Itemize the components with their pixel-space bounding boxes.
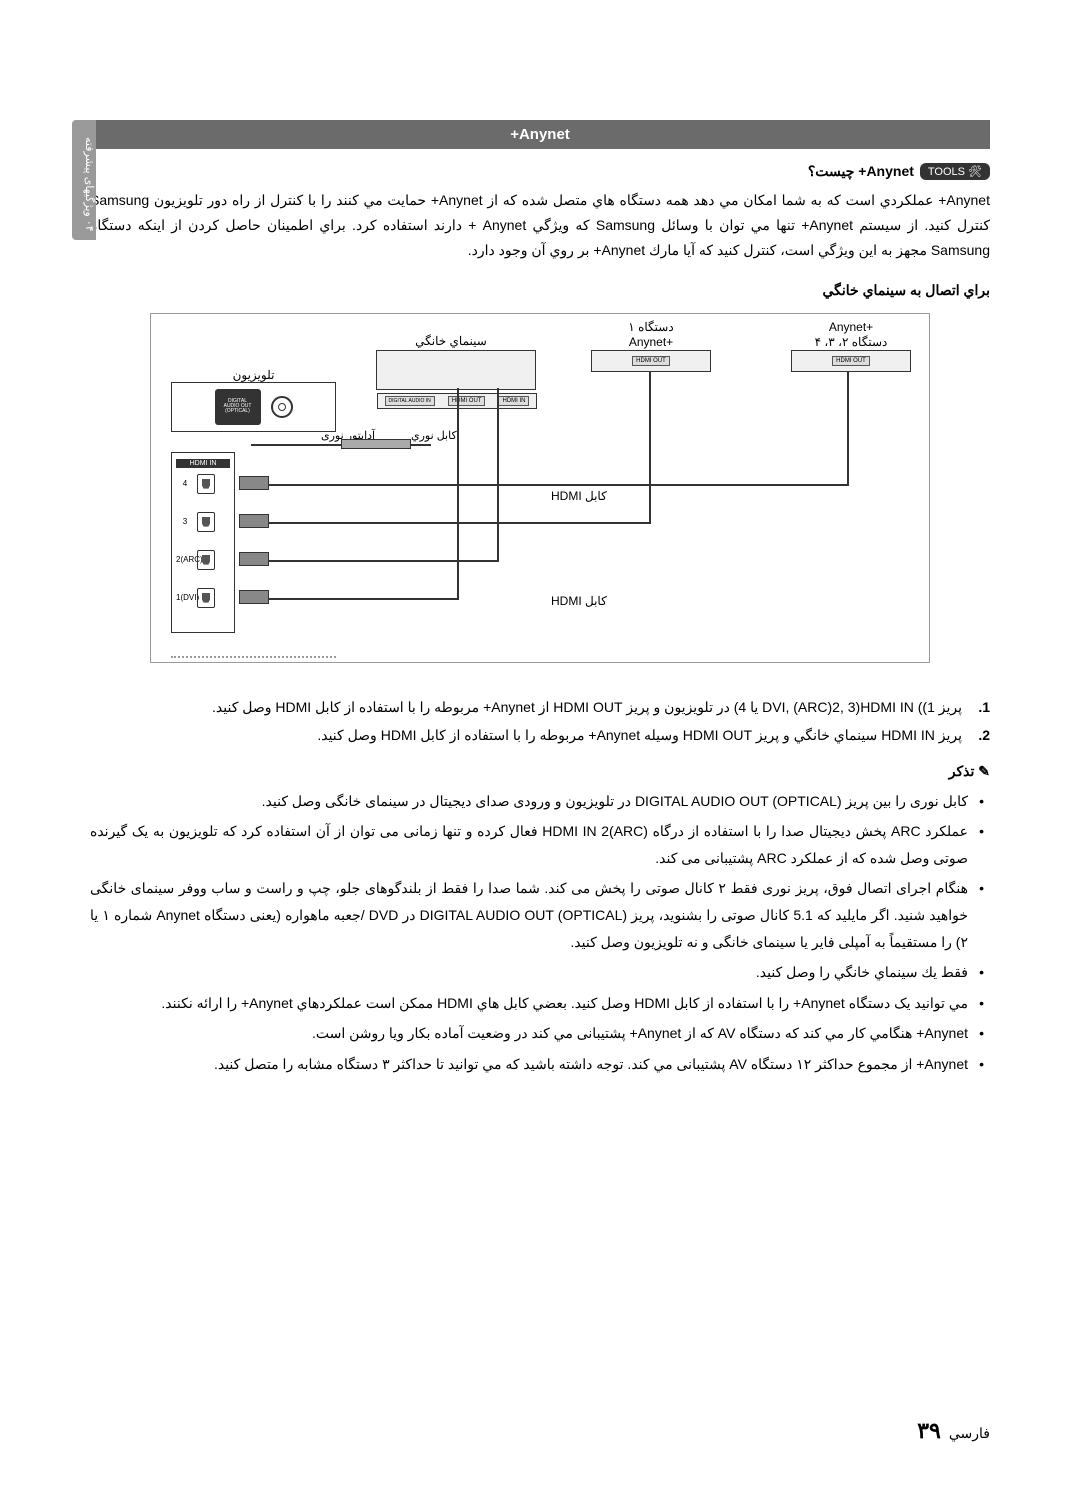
port-label: HDMI OUT xyxy=(832,356,870,366)
hdmi-slot: 1(DVI) xyxy=(176,588,230,608)
cable-line xyxy=(457,388,459,600)
hdmi-slot: 3 xyxy=(176,512,230,532)
hdmi-in-label: HDMI IN xyxy=(176,459,230,468)
note-item: Anynet+ از مجموع حداكثر ۱۲ دستگاه AV پشت… xyxy=(90,1051,990,1078)
cable-line xyxy=(847,372,849,486)
note-item: فقط يك سينماي خانگي را وصل كنيد. xyxy=(90,959,990,986)
connection-diagram: Anynet+دستگاه ۲، ۳، ۴ دستگاه ۱Anynet+ سي… xyxy=(150,313,930,663)
intro-text: Anynet+ عملكردي است كه به شما امكان مي د… xyxy=(90,188,990,264)
header-bar: Anynet+ xyxy=(90,120,990,149)
port-label: HDMI OUT xyxy=(448,396,486,406)
page-lang: فارسي xyxy=(949,1425,990,1442)
cable-line xyxy=(269,522,651,524)
steps-list: پریز HDMI IN ((1(DVI, (ARC)2, 3 يا 4) در… xyxy=(90,693,990,749)
note-list: كابل نوری را بين پريز (DIGITAL AUDIO OUT… xyxy=(90,788,990,1078)
hdmi-slot: 2(ARC) xyxy=(176,550,230,570)
hdmi-cable-label: كابل HDMI xyxy=(551,594,607,608)
port-label: HDMI OUT xyxy=(632,356,670,366)
hdmi-cable-label: كابل HDMI xyxy=(551,489,607,503)
optical-cable-label: كابل نوري xyxy=(411,429,457,442)
label-dev-1: دستگاه ۱Anynet+ xyxy=(591,320,711,351)
cable-line xyxy=(649,372,651,524)
hdmi-connector-icon xyxy=(239,476,269,490)
port-label: DIGITAL AUDIO IN xyxy=(385,396,435,406)
dotted-line xyxy=(171,656,336,658)
cable-line xyxy=(269,598,459,600)
note-heading: تذكر xyxy=(90,763,990,780)
port-label: HDMI IN xyxy=(498,396,529,406)
note-item: عملكرد ARC پخش ديجيتال صدا را با استفاده… xyxy=(90,818,990,871)
hdmi-connector-icon xyxy=(239,514,269,528)
note-item: مي توانيد يک دستگاه Anynet+ را با استفاد… xyxy=(90,990,990,1017)
round-port xyxy=(271,396,293,418)
note-item: هنگام اجرای اتصال فوق، پريز نوری فقط ۲ ك… xyxy=(90,875,990,955)
optical-port: DIGITALAUDIO OUT(OPTICAL) xyxy=(215,389,261,425)
label-home-theatre: سينماي خانگي xyxy=(391,334,511,350)
hdmi-connector-icon xyxy=(239,552,269,566)
subtitle: Anynet+ چیست؟ xyxy=(808,163,914,180)
step-item: پریز HDMI IN ((1(DVI, (ARC)2, 3 يا 4) در… xyxy=(90,693,990,721)
diagram-heading: براي اتصال به سينماي خانگي xyxy=(90,282,990,299)
label-dev-234: Anynet+دستگاه ۲، ۳، ۴ xyxy=(791,320,911,351)
tv-hdmi-panel: HDMI IN 4 3 2(ARC) 1(DVI) xyxy=(171,452,235,633)
dev-box-234: HDMI OUT xyxy=(791,350,911,372)
home-theatre-box: DIGITAL AUDIO IN HDMI OUT HDMI IN xyxy=(376,350,536,390)
adapter-icon xyxy=(341,439,411,449)
tools-badge: TOOLS 🛠 xyxy=(920,163,990,180)
tv-audio-panel: DIGITALAUDIO OUT(OPTICAL) xyxy=(171,382,336,432)
cable-line xyxy=(269,560,499,562)
note-item: كابل نوری را بين پريز (DIGITAL AUDIO OUT… xyxy=(90,788,990,815)
step-item: پریز HDMI IN سينماي خانگي و پریز HDMI OU… xyxy=(90,721,990,749)
subtitle-row: TOOLS 🛠 Anynet+ چیست؟ xyxy=(90,163,990,180)
cable-line xyxy=(269,484,849,486)
tv-label: تلويزيون xyxy=(171,368,336,382)
page-num-value: ۳۹ xyxy=(917,1418,941,1444)
note-item: Anynet+ هنگامي كار مي كند كه دستگاه AV ك… xyxy=(90,1020,990,1047)
hdmi-slot: 4 xyxy=(176,474,230,494)
side-tab: ۰۴ ویژگیهای پیشرفته xyxy=(72,120,96,240)
hdmi-connector-icon xyxy=(239,590,269,604)
dev-box-1: HDMI OUT xyxy=(591,350,711,372)
page-number: فارسي ۳۹ xyxy=(917,1418,990,1444)
cable-line xyxy=(497,388,499,562)
